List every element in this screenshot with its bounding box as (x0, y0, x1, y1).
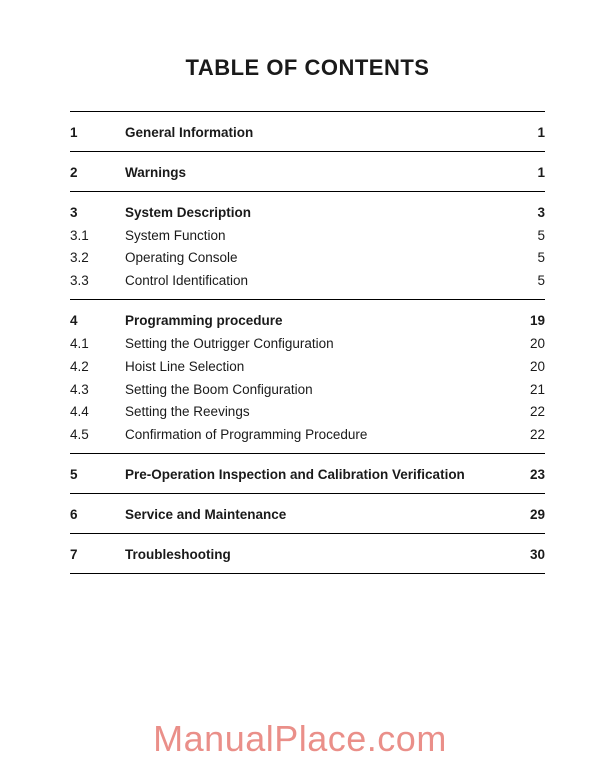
toc-label: Hoist Line Selection (125, 360, 515, 375)
toc-group: 4Programming procedure194.1Setting the O… (70, 299, 545, 453)
toc-group: 3System Description33.1System Function53… (70, 191, 545, 299)
toc-label: Warnings (125, 166, 515, 181)
toc-row: 1General Information1 (70, 122, 545, 145)
toc-row: 7Troubleshooting30 (70, 544, 545, 567)
toc-page: 5 (515, 274, 545, 289)
toc-page: 29 (515, 508, 545, 523)
toc-number: 3 (70, 206, 125, 221)
toc-number: 1 (70, 126, 125, 141)
page: TABLE OF CONTENTS 1General Information12… (0, 0, 600, 574)
toc-page: 1 (515, 166, 545, 181)
toc-number: 3.2 (70, 251, 125, 266)
toc-group: 5Pre-Operation Inspection and Calibratio… (70, 453, 545, 493)
toc-page: 19 (515, 314, 545, 329)
toc-page: 22 (515, 405, 545, 420)
toc-row: 3.1System Function5 (70, 225, 545, 248)
toc-number: 4 (70, 314, 125, 329)
toc-label: Setting the Boom Configuration (125, 383, 515, 398)
toc-number: 3.1 (70, 229, 125, 244)
toc-page: 1 (515, 126, 545, 141)
table-of-contents: 1General Information12Warnings13System D… (70, 111, 545, 574)
toc-row: 4.2Hoist Line Selection20 (70, 356, 545, 379)
toc-number: 4.1 (70, 337, 125, 352)
toc-row: 2Warnings1 (70, 162, 545, 185)
toc-row: 3.3Control Identification5 (70, 270, 545, 293)
toc-number: 6 (70, 508, 125, 523)
toc-group: 1General Information1 (70, 111, 545, 151)
toc-row: 3.2Operating Console5 (70, 247, 545, 270)
toc-page: 21 (515, 383, 545, 398)
toc-row: 4.4Setting the Reevings22 (70, 401, 545, 424)
toc-row: 4Programming procedure19 (70, 310, 545, 333)
toc-row: 6Service and Maintenance29 (70, 504, 545, 527)
toc-page: 5 (515, 229, 545, 244)
toc-page: 22 (515, 428, 545, 443)
toc-row: 5Pre-Operation Inspection and Calibratio… (70, 464, 545, 487)
toc-label: System Function (125, 229, 515, 244)
watermark: ManualPlace.com (0, 718, 600, 760)
toc-number: 7 (70, 548, 125, 563)
toc-group: 6Service and Maintenance29 (70, 493, 545, 533)
toc-label: Setting the Outrigger Configuration (125, 337, 515, 352)
toc-label: Service and Maintenance (125, 508, 515, 523)
toc-page: 20 (515, 360, 545, 375)
toc-number: 2 (70, 166, 125, 181)
toc-number: 5 (70, 468, 125, 483)
toc-row: 4.3Setting the Boom Configuration21 (70, 379, 545, 402)
toc-number: 4.5 (70, 428, 125, 443)
toc-row: 3System Description3 (70, 202, 545, 225)
toc-label: Pre-Operation Inspection and Calibration… (125, 468, 515, 483)
toc-label: Programming procedure (125, 314, 515, 329)
toc-row: 4.5Confirmation of Programming Procedure… (70, 424, 545, 447)
toc-page: 30 (515, 548, 545, 563)
toc-label: Setting the Reevings (125, 405, 515, 420)
toc-label: Operating Console (125, 251, 515, 266)
toc-number: 3.3 (70, 274, 125, 289)
toc-group: 2Warnings1 (70, 151, 545, 191)
toc-label: Troubleshooting (125, 548, 515, 563)
toc-number: 4.3 (70, 383, 125, 398)
toc-page: 23 (515, 468, 545, 483)
toc-number: 4.2 (70, 360, 125, 375)
toc-row: 4.1Setting the Outrigger Configuration20 (70, 333, 545, 356)
toc-label: Confirmation of Programming Procedure (125, 428, 515, 443)
page-title: TABLE OF CONTENTS (70, 55, 545, 81)
toc-number: 4.4 (70, 405, 125, 420)
toc-page: 5 (515, 251, 545, 266)
toc-page: 3 (515, 206, 545, 221)
toc-label: Control Identification (125, 274, 515, 289)
toc-label: System Description (125, 206, 515, 221)
toc-page: 20 (515, 337, 545, 352)
toc-label: General Information (125, 126, 515, 141)
toc-group: 7Troubleshooting30 (70, 533, 545, 574)
